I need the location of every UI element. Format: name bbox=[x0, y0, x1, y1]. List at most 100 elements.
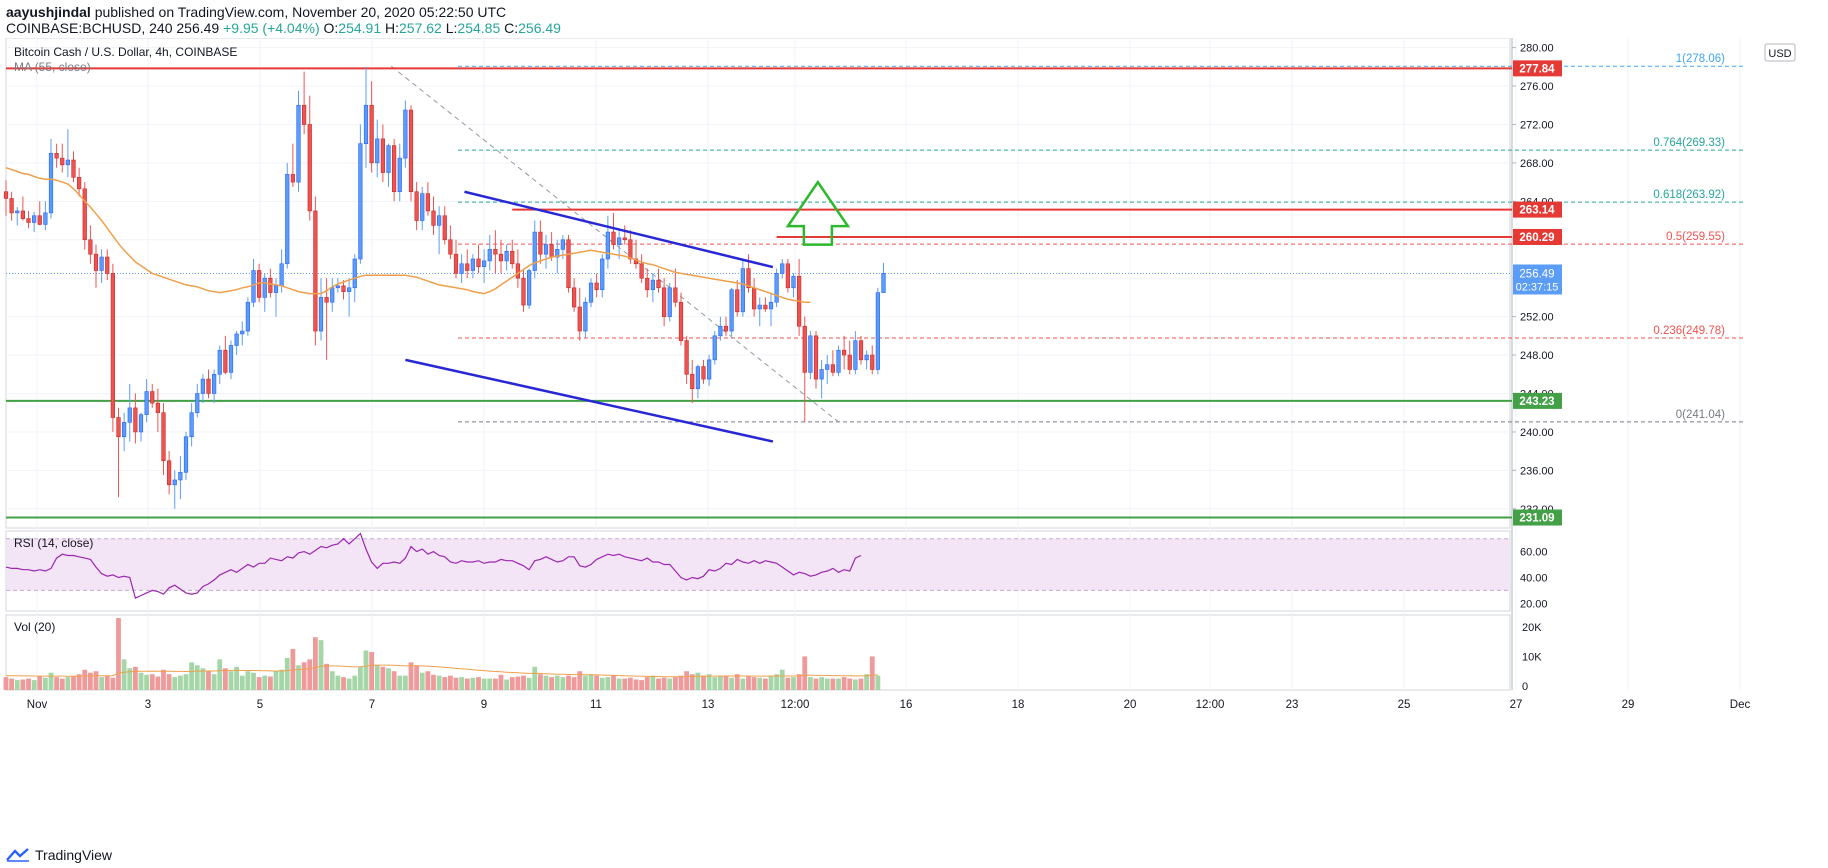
x-tick-label: 3 bbox=[145, 699, 151, 711]
fib-level-label: 0.5(259.55) bbox=[1666, 231, 1725, 243]
level-tag bbox=[1513, 201, 1562, 218]
candle-body bbox=[493, 249, 498, 255]
volume-bar bbox=[864, 674, 870, 690]
candle-body bbox=[740, 268, 745, 313]
candle-body bbox=[639, 263, 644, 279]
volume-bar bbox=[54, 677, 60, 690]
candle-body bbox=[122, 422, 127, 438]
candle-body bbox=[572, 287, 577, 308]
candle-body bbox=[864, 354, 869, 361]
volume-bar bbox=[335, 675, 341, 690]
volume-bar bbox=[436, 675, 442, 690]
x-tick-label: Nov bbox=[27, 699, 48, 711]
candle-body bbox=[836, 349, 841, 373]
volume-bar bbox=[166, 674, 172, 690]
candle-body bbox=[352, 258, 357, 289]
volume-bar bbox=[296, 665, 301, 690]
volume-bar bbox=[571, 677, 577, 690]
y-tick-label: 272.00 bbox=[1520, 119, 1554, 131]
volume-bar bbox=[678, 675, 684, 690]
author-name[interactable]: aayushjindal bbox=[6, 4, 91, 20]
volume-bar bbox=[138, 672, 144, 690]
level-tag bbox=[1513, 228, 1562, 245]
rsi-tick-label: 60.00 bbox=[1520, 547, 1548, 559]
volume-bar bbox=[729, 677, 735, 690]
currency-box[interactable] bbox=[1764, 43, 1796, 62]
volume-bar bbox=[425, 671, 431, 690]
volume-bar bbox=[476, 677, 481, 690]
volume-bar bbox=[116, 617, 121, 690]
volume-bar bbox=[329, 671, 335, 690]
fib-level-label: 0.618(263.92) bbox=[1653, 189, 1725, 201]
volume-bar bbox=[807, 677, 813, 690]
level-tag-label: 260.29 bbox=[1519, 232, 1554, 244]
candle-body bbox=[408, 109, 414, 193]
volume-bar bbox=[256, 677, 262, 690]
candle-body bbox=[138, 414, 144, 433]
tradingview-label: TradingView bbox=[35, 847, 113, 863]
candle-body bbox=[251, 270, 256, 303]
volume-bar bbox=[734, 674, 740, 690]
rsi-pane-frame bbox=[5, 530, 1511, 612]
level-tag bbox=[1513, 392, 1562, 409]
volume-bar bbox=[779, 669, 785, 690]
volume-bar bbox=[20, 679, 26, 690]
volume-bar bbox=[661, 677, 667, 690]
candle-body bbox=[498, 253, 504, 262]
volume-tick-label: 0 bbox=[1522, 681, 1528, 693]
candle-body bbox=[560, 239, 565, 250]
current-price-label: 256.49 bbox=[1519, 268, 1554, 280]
channel-upper-line bbox=[464, 190, 774, 269]
x-tick-label: 25 bbox=[1398, 699, 1411, 711]
volume-bar bbox=[386, 668, 391, 690]
x-tick-label: 18 bbox=[1012, 699, 1025, 711]
candle-body bbox=[189, 412, 194, 438]
ma-line bbox=[5, 166, 811, 303]
candle-body bbox=[791, 275, 796, 289]
volume-bar bbox=[14, 680, 20, 690]
volume-bar bbox=[414, 665, 420, 690]
volume-title: Vol (20) bbox=[14, 620, 55, 634]
candle-body bbox=[167, 460, 172, 486]
candle-body bbox=[853, 340, 858, 370]
volume-bar bbox=[431, 674, 436, 690]
volume-bar bbox=[459, 677, 465, 690]
volume-bar bbox=[521, 675, 526, 690]
volume-bar bbox=[99, 677, 105, 690]
x-tick-label: Dec bbox=[1730, 699, 1751, 711]
volume-bar bbox=[110, 677, 116, 690]
volume-bar bbox=[487, 678, 493, 690]
candle-body bbox=[285, 174, 290, 265]
volume-bar bbox=[566, 675, 571, 690]
chart-background bbox=[0, 38, 1828, 844]
candle-body bbox=[318, 297, 324, 332]
candle-body bbox=[150, 391, 155, 404]
candle-body bbox=[729, 289, 734, 332]
candle-body bbox=[347, 287, 352, 292]
level-tag bbox=[1513, 509, 1562, 526]
chart-area[interactable]: Nov 3 5 7 9 11 13 12:00 16 18 20 12:00 23 25 27 29 Dec 23… bbox=[0, 38, 1828, 844]
volume-bar bbox=[211, 674, 217, 690]
candle-body bbox=[515, 263, 520, 279]
candle-body bbox=[26, 218, 31, 223]
volume-bar bbox=[656, 678, 661, 690]
open-label: O: bbox=[323, 20, 339, 36]
volume-bar bbox=[48, 672, 54, 690]
volume-bar bbox=[830, 678, 836, 690]
candle-body bbox=[594, 282, 599, 291]
candle-body bbox=[223, 349, 228, 373]
candle-body bbox=[858, 340, 864, 361]
volume-bar bbox=[279, 669, 285, 690]
rsi-tick-label: 40.00 bbox=[1520, 572, 1548, 584]
volume-bar bbox=[492, 678, 498, 690]
price-change: +9.95 (+4.04%) bbox=[223, 20, 320, 36]
rsi-tick-label: 20.00 bbox=[1520, 598, 1548, 610]
y-tick-label: 236.00 bbox=[1520, 465, 1554, 477]
candle-body bbox=[82, 188, 87, 241]
candle-body bbox=[504, 250, 509, 262]
x-tick-label: 29 bbox=[1622, 699, 1635, 711]
candle-body bbox=[448, 239, 453, 255]
price-pane-frame bbox=[5, 38, 1511, 529]
volume-bar bbox=[397, 675, 403, 690]
tradingview-brand[interactable]: TradingView bbox=[6, 845, 112, 865]
